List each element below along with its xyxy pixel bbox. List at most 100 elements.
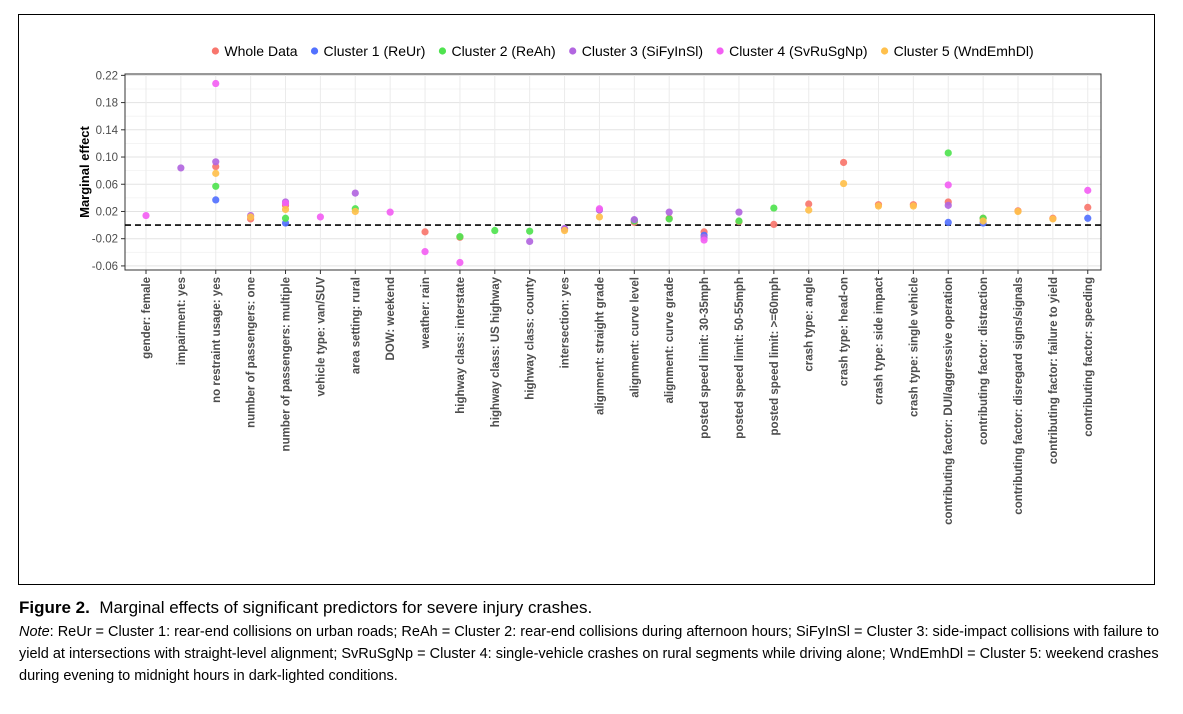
data-point: [805, 200, 813, 208]
x-tick-label: highway class: US highway: [490, 276, 502, 427]
x-tick-label: posted speed limit: 30-35mph: [699, 277, 711, 439]
data-point: [456, 258, 464, 267]
x-tick-label: contributing factor: disregard signs/sig…: [1013, 277, 1025, 515]
x-tick-label: crash type: angle: [804, 277, 816, 372]
data-point: [909, 202, 917, 210]
data-point: [595, 205, 604, 213]
data-point: [979, 217, 987, 225]
x-tick-label: no restraint usage: yes: [211, 277, 223, 403]
y-tick-label: 0.18: [96, 98, 118, 110]
x-tick-label: crash type: side impact: [873, 277, 885, 405]
data-point: [421, 228, 429, 236]
x-tick-label: crash type: head-on: [839, 277, 851, 386]
x-tick-label: intersection: yes: [560, 277, 572, 368]
caption-note-text: : ReUr = Cluster 1: rear-end collisions …: [19, 624, 1159, 684]
data-point: [386, 208, 394, 216]
data-point: [212, 196, 220, 204]
data-point: [142, 211, 150, 220]
scatter-chart: -0.06 -0.02 0.02 0.06 0.10 0.14 0.18 0.22 Margin…: [77, 43, 1102, 525]
data-point: [491, 226, 499, 235]
data-point: [944, 149, 952, 157]
data-point: [351, 207, 359, 216]
x-tick-label: number of passengers: one: [246, 277, 258, 428]
data-point: [735, 217, 743, 225]
data-point: [247, 213, 255, 221]
data-point: [456, 233, 464, 241]
y-tick-label: 0.02: [96, 206, 118, 218]
data-point: [630, 216, 638, 224]
caption-note: Note: ReUr = Cluster 1: rear-end collisi…: [19, 621, 1169, 687]
data-point: [526, 237, 534, 246]
data-point: [212, 158, 220, 166]
caption-label: Figure 2.: [19, 598, 90, 617]
data-point: [700, 236, 708, 244]
legend-label: Cluster 5 (WndEmhDl): [894, 43, 1034, 59]
data-point: [944, 201, 952, 209]
x-tick-label: posted speed limit: 50-55mph: [734, 277, 746, 439]
legend-label: Cluster 1 (ReUr): [324, 43, 426, 59]
data-point: [840, 179, 848, 188]
x-tick-label: impairment: yes: [176, 277, 188, 365]
y-tick-label: -0.02: [92, 234, 118, 246]
legend-marker: [880, 47, 889, 55]
x-tick-label: contributing factor: DUI/aggressive oper…: [943, 277, 955, 525]
legend-marker: [211, 47, 219, 55]
x-tick-label: area setting: rural: [350, 277, 362, 374]
legend-label: Cluster 2 (ReAh): [451, 43, 555, 59]
caption-note-label: Note: [19, 624, 50, 640]
legend-marker: [438, 47, 447, 55]
x-tick-label: highway class: county: [525, 276, 537, 399]
x-tick-label: alignment: curve grade: [664, 277, 676, 404]
x-tick-label: gender: female: [141, 277, 153, 359]
data-point: [281, 214, 290, 222]
data-point: [177, 164, 185, 172]
data-point: [212, 182, 220, 190]
data-point: [595, 213, 604, 221]
data-point: [840, 158, 848, 167]
x-tick-label: contributing factor: failure to yield: [1048, 277, 1060, 464]
x-tick-label: crash type: single vehicle: [908, 277, 920, 417]
x-tick-label: weather: rain: [420, 277, 432, 350]
data-point: [212, 169, 220, 177]
x-tick-label: number of passengers: multiple: [281, 277, 293, 451]
data-point: [421, 248, 429, 256]
y-tick-label: 0.10: [96, 152, 118, 164]
data-point: [1084, 186, 1092, 194]
y-tick-label: 0.06: [96, 179, 118, 191]
legend-label: Cluster 3 (SiFyInSl): [582, 43, 703, 59]
data-point: [944, 181, 952, 189]
data-point: [351, 189, 359, 197]
legend-label: Whole Data: [224, 43, 297, 59]
data-point: [212, 79, 220, 88]
legend: Whole Data Cluster 1 (ReUr) Cluster 2 (ReA…: [211, 43, 1034, 59]
data-point: [735, 208, 743, 216]
legend-label: Cluster 4 (SvRuSgNp): [729, 43, 868, 59]
data-point: [874, 202, 883, 210]
data-point: [1084, 203, 1092, 211]
data-point: [316, 213, 324, 221]
x-tick-label: alignment: curve level: [629, 277, 641, 398]
y-tick-label: -0.06: [92, 261, 118, 273]
caption-title-text: Marginal effects of significant predicto…: [99, 598, 593, 617]
data-point: [281, 205, 290, 214]
x-tick-label: vehicle type: van/SUV: [315, 277, 327, 397]
data-point: [526, 227, 534, 235]
data-point: [281, 199, 290, 207]
data-point: [1049, 215, 1057, 223]
figure-caption: Figure 2. Marginal effects of significan…: [19, 597, 1169, 687]
data-point: [560, 226, 569, 235]
legend-marker: [310, 47, 319, 55]
data-point: [770, 204, 778, 212]
plot-panel: [124, 73, 1102, 271]
data-point: [665, 208, 673, 216]
x-tick-label: alignment: straight grade: [594, 277, 606, 415]
y-tick-label: 0.22: [96, 70, 118, 82]
legend-marker: [716, 47, 724, 55]
x-tick-label: DOW: weekend: [385, 277, 397, 361]
data-point: [770, 220, 778, 229]
data-point: [665, 215, 673, 223]
x-tick-label: contributing factor: speeding: [1083, 277, 1095, 437]
x-tick-label: contributing factor: distraction: [978, 277, 990, 445]
data-point: [1014, 207, 1022, 216]
x-tick-label: highway class: interstate: [455, 277, 467, 414]
